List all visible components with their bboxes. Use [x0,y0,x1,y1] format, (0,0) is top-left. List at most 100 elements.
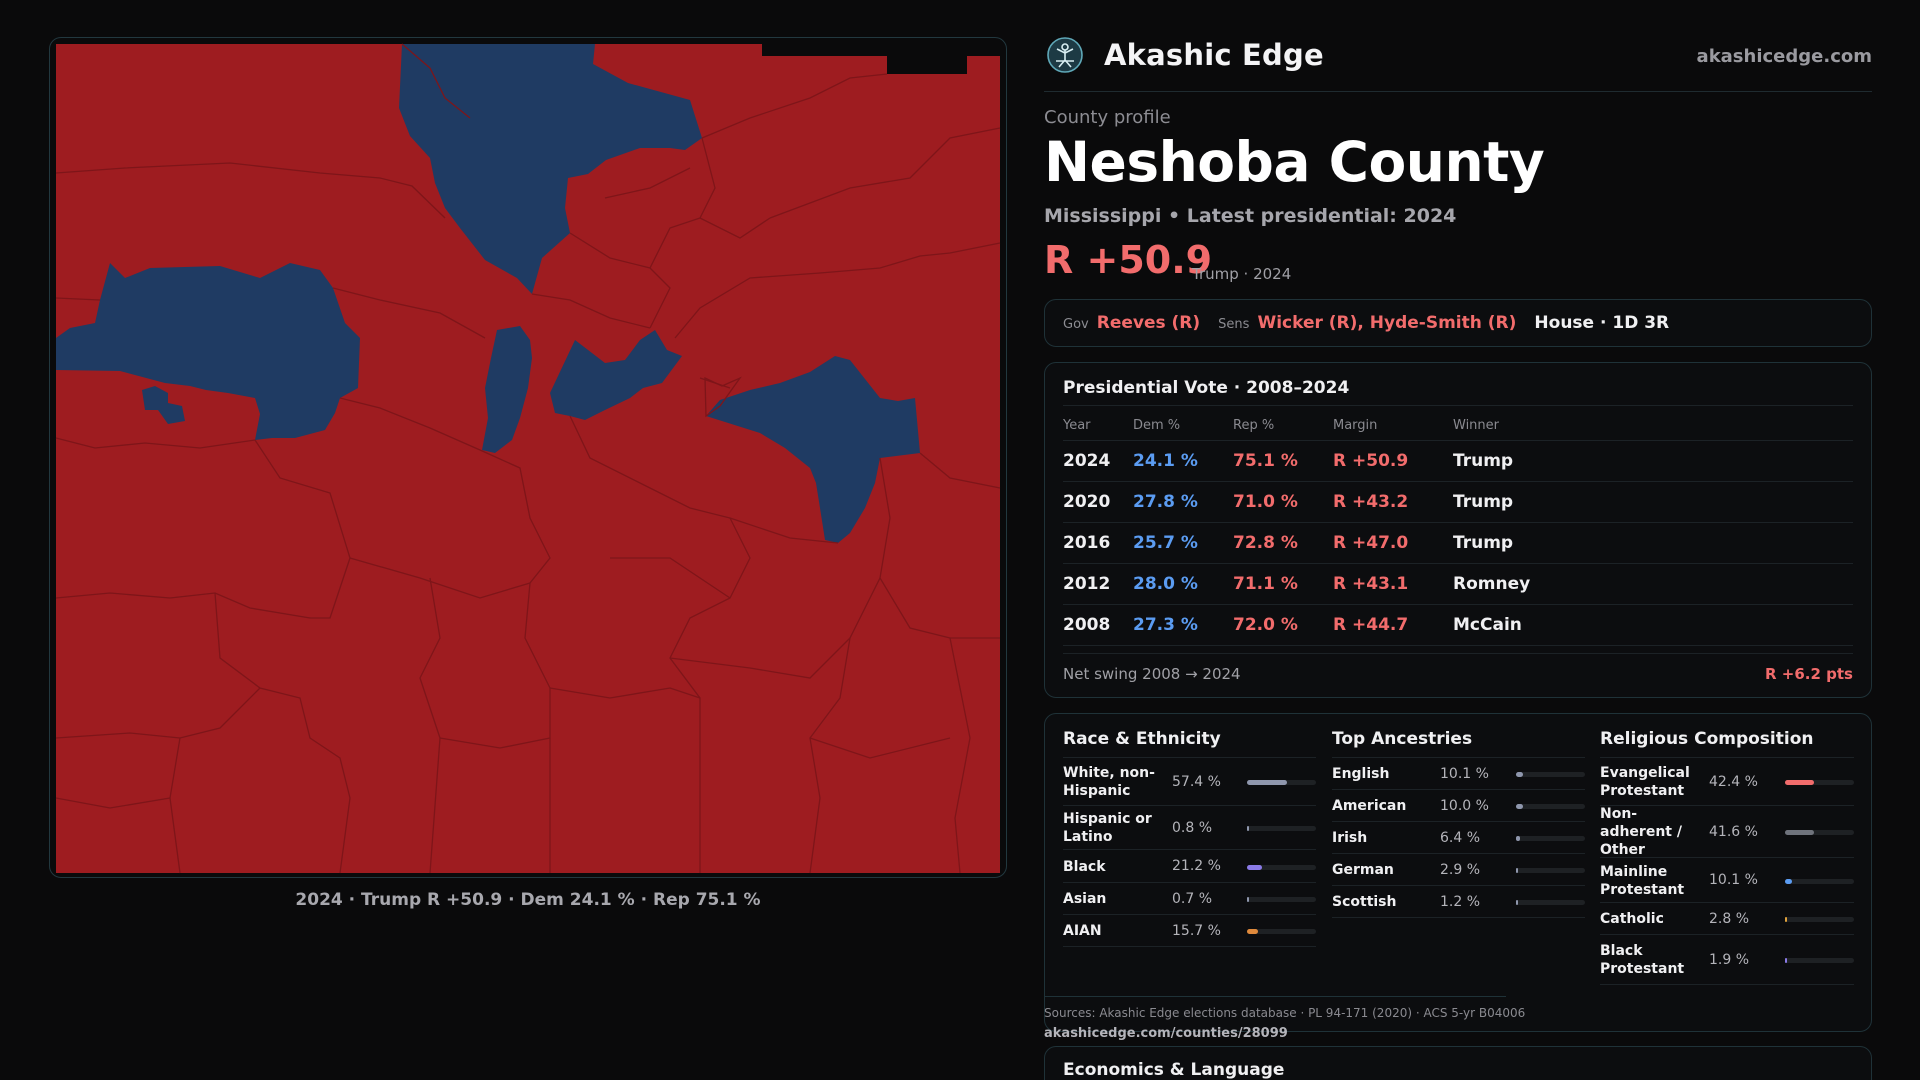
profile-label: County profile [1044,107,1171,128]
presidential-title: Presidential Vote · 2008–2024 [1063,378,1350,398]
presidential-vote-card: Presidential Vote · 2008–2024 Year Dem %… [1044,362,1872,698]
brand-header: Akashic Edge akashicedge.com [1044,36,1872,92]
religion-bar-fill [1785,917,1787,922]
ancestry-row[interactable]: Irish 6.4 % [1332,822,1585,854]
religion-column: Religious Composition Evangelical Protes… [1600,714,1854,1014]
economics-card[interactable]: Economics & Language [1044,1046,1872,1080]
col-header-rep: Rep % [1233,418,1275,433]
ancestry-value: 6.4 % [1440,829,1481,846]
religion-value: 41.6 % [1709,823,1758,840]
ancestry-bar-fill [1516,772,1523,777]
governor-value: Reeves (R) [1096,313,1201,333]
ancestry-value: 10.0 % [1440,797,1489,814]
ancestry-name: German [1332,862,1394,878]
ancestries-column: Top Ancestries English 10.1 % American 10.0… [1332,714,1585,1014]
cell-dem: 27.8 % [1133,492,1198,512]
ancestry-name: American [1332,798,1407,814]
precinct-map-svg[interactable] [50,38,1007,878]
religion-bar [1785,780,1854,785]
cell-winner: McCain [1453,615,1522,635]
ancestry-row[interactable]: German 2.9 % [1332,854,1585,886]
cell-year: 2024 [1063,451,1111,471]
race-row[interactable]: Hispanic or Latino 0.8 % [1063,806,1316,850]
race-bar-fill [1247,897,1249,902]
map-rep-region[interactable] [56,44,1000,873]
senators-value: Wicker (R), Hyde-Smith (R) [1257,313,1517,333]
race-row[interactable]: AIAN 15.7 % [1063,915,1316,947]
race-row[interactable]: Asian 0.7 % [1063,883,1316,915]
cell-year: 2016 [1063,533,1111,553]
cell-margin: R +44.7 [1333,615,1409,635]
religion-row[interactable]: Evangelical Protestant 42.4 % [1600,758,1854,806]
religion-name: Catholic [1600,911,1664,927]
religion-bar [1785,830,1854,835]
map-dem-precinct-central-east[interactable] [550,330,682,420]
race-row[interactable]: Black 21.2 % [1063,850,1316,883]
religion-bar-fill [1785,878,1792,884]
ancestry-name: Irish [1332,830,1368,846]
ancestry-name: English [1332,766,1390,782]
map-dem-precinct-west-fragment[interactable] [142,386,185,424]
race-name: White, non-Hispanic [1063,765,1155,799]
county-profile-panel: Akashic Edge akashicedge.com County prof… [1044,0,1872,1080]
table-row[interactable]: 2008 27.3 % 72.0 % R +44.7 McCain [1063,605,1853,646]
county-precinct-map[interactable] [49,37,1007,878]
ancestry-bar [1516,868,1585,873]
table-row[interactable]: 2020 27.8 % 71.0 % R +43.2 Trump [1063,482,1853,523]
religion-row[interactable]: Non-adherent / Other 41.6 % [1600,806,1854,858]
religion-value: 10.1 % [1709,872,1758,888]
akashic-edge-logo-icon[interactable] [1046,36,1084,74]
col-header-winner: Winner [1453,418,1500,433]
brand-name[interactable]: Akashic Edge [1104,38,1324,72]
race-ethnicity-title: Race & Ethnicity [1063,729,1221,749]
county-url-link[interactable]: akashicedge.com/counties/28099 [1044,1026,1288,1041]
table-row[interactable]: 2016 25.7 % 72.8 % R +47.0 Trump [1063,523,1853,564]
religion-bar-fill [1785,958,1787,963]
ancestry-value: 1.2 % [1440,893,1481,910]
county-subtitle: Mississippi • Latest presidential: 2024 [1044,205,1457,227]
race-name: Hispanic or Latino [1063,811,1152,845]
race-name: Asian [1063,891,1107,907]
map-dem-precinct-central-strip[interactable] [482,326,532,453]
table-row[interactable]: 2024 24.1 % 75.1 % R +50.9 Trump [1063,441,1853,482]
race-bar [1247,864,1316,870]
net-swing-value: R +6.2 pts [1765,665,1853,683]
religion-row[interactable]: Mainline Protestant 10.1 % [1600,858,1854,903]
cell-winner: Trump [1453,451,1514,471]
ancestry-row[interactable]: Scottish 1.2 % [1332,886,1585,918]
cell-winner: Romney [1453,574,1531,594]
religion-row[interactable]: Catholic 2.8 % [1600,903,1854,935]
brand-url-link[interactable]: akashicedge.com [1696,46,1872,67]
cell-rep: 72.8 % [1233,533,1298,553]
economics-title: Economics & Language [1063,1060,1285,1080]
ancestry-value: 10.1 % [1440,765,1489,782]
ancestry-row[interactable]: English 10.1 % [1332,758,1585,790]
table-row[interactable]: 2012 28.0 % 71.1 % R +43.1 Romney [1063,564,1853,605]
map-dem-precinct-west[interactable] [56,263,360,440]
divider [1063,757,1316,758]
map-dem-precinct-north[interactable] [399,44,702,294]
religion-row[interactable]: Black Protestant 1.9 % [1600,935,1854,985]
map-dem-precinct-east[interactable] [706,356,920,543]
cell-year: 2020 [1063,492,1111,512]
officials-card: Gov Reeves (R) Sens Wicker (R), Hyde-Smith … [1044,299,1872,347]
religion-bar-fill [1785,830,1814,835]
religion-title: Religious Composition [1600,729,1814,749]
ancestry-row[interactable]: American 10.0 % [1332,790,1585,822]
race-bar-fill [1247,929,1258,934]
race-bar-fill [1247,826,1249,831]
ancestry-bar [1516,804,1585,809]
table-header-row: Year Dem % Rep % Margin Winner [1063,413,1853,441]
race-bar [1247,929,1316,934]
race-row[interactable]: White, non-Hispanic 57.4 % [1063,758,1316,806]
religion-bar [1785,958,1854,963]
sens-label: Sens [1218,317,1250,332]
race-value: 21.2 % [1172,858,1221,874]
divider [1332,757,1585,758]
race-value: 0.7 % [1172,890,1213,907]
cell-dem: 28.0 % [1133,574,1198,594]
cell-rep: 71.1 % [1233,574,1298,594]
race-value: 0.8 % [1172,819,1213,836]
sources-note: Sources: Akashic Edge elections database… [1044,1006,1526,1020]
col-header-margin: Margin [1333,418,1378,433]
